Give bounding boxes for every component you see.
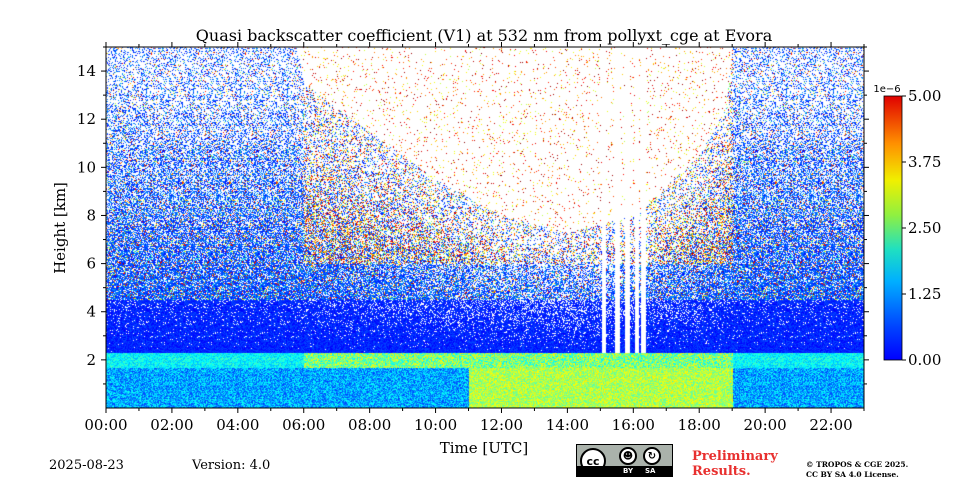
colorbar-exponent: 1e−6 bbox=[873, 84, 900, 95]
x-tick-label: 20:00 bbox=[744, 416, 787, 434]
colorbar-ticks: 0.00 1.25 2.50 3.75 5.00 bbox=[902, 87, 941, 369]
x-tick-label: 12:00 bbox=[480, 416, 523, 434]
colorbar-tick-label: 5.00 bbox=[908, 87, 941, 105]
x-tick-label: 04:00 bbox=[216, 416, 259, 434]
version-label: Version: 4.0 bbox=[192, 458, 271, 473]
backscatter-heatmap bbox=[106, 47, 864, 408]
x-tick-label: 22:00 bbox=[809, 416, 852, 434]
chart-title: Quasi backscatter coefficient (V1) at 53… bbox=[196, 26, 773, 45]
y-tick-label: 12 bbox=[77, 110, 96, 128]
preliminary-line1: Preliminary bbox=[692, 449, 778, 464]
colorbar-tick-label: 3.75 bbox=[908, 153, 941, 171]
x-tick-label: 14:00 bbox=[546, 416, 589, 434]
measurement-date: 2025-08-23 bbox=[49, 458, 124, 473]
y-tick-label: 6 bbox=[86, 255, 96, 273]
x-tick-label: 00:00 bbox=[84, 416, 127, 434]
colorbar-tick-label: 2.50 bbox=[908, 219, 941, 237]
x-tick-label: 02:00 bbox=[150, 416, 193, 434]
colorbar-tick-label: 0.00 bbox=[908, 351, 941, 369]
preliminary-notice: Preliminary Results. bbox=[692, 449, 778, 479]
y-tick-label: 4 bbox=[86, 303, 96, 321]
y-tick-label: 10 bbox=[77, 158, 96, 176]
y-axis: 2 4 6 8 10 12 14 bbox=[77, 46, 869, 385]
y-axis-label: Height [km] bbox=[51, 182, 69, 274]
x-tick-label: 10:00 bbox=[414, 416, 457, 434]
preliminary-line2: Results. bbox=[692, 464, 751, 479]
copyright-notice: © TROPOS & CGE 2025. CC BY SA 4.0 Licens… bbox=[806, 460, 908, 480]
license-strip bbox=[577, 466, 672, 476]
colorbar bbox=[883, 95, 903, 361]
cc-license-badge[interactable]: cc ☻ ↻ BY SA bbox=[576, 444, 673, 477]
x-axis-label: Time [UTC] bbox=[440, 439, 529, 457]
copyright-line1: © TROPOS & CGE 2025. bbox=[806, 460, 909, 469]
x-tick-label: 18:00 bbox=[678, 416, 721, 434]
y-tick-label: 14 bbox=[77, 62, 96, 80]
license-sa-label: SA bbox=[645, 467, 656, 475]
plot-frame bbox=[105, 46, 865, 409]
x-tick-label: 16:00 bbox=[612, 416, 655, 434]
share-alike-icon: ↻ bbox=[643, 447, 661, 465]
x-tick-label: 06:00 bbox=[282, 416, 325, 434]
y-tick-label: 8 bbox=[86, 206, 96, 224]
y-tick-label: 2 bbox=[86, 351, 96, 369]
x-tick-label: 08:00 bbox=[348, 416, 391, 434]
copyright-line2: CC BY SA 4.0 License. bbox=[806, 470, 899, 479]
attribution-icon: ☻ bbox=[619, 447, 637, 465]
license-by-label: BY bbox=[623, 467, 634, 475]
colorbar-tick-label: 1.25 bbox=[908, 285, 941, 303]
x-axis: 00:00 02:00 04:00 06:00 08:00 10:00 12:00 14:00… bbox=[84, 42, 865, 434]
